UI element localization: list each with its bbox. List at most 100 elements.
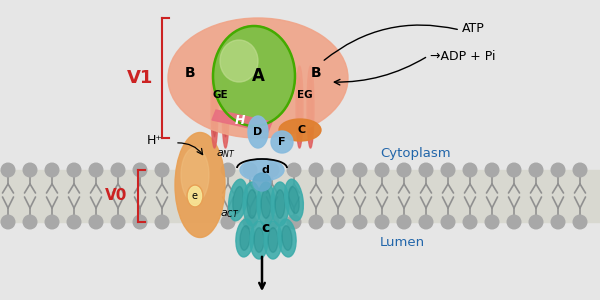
Polygon shape bbox=[212, 110, 272, 132]
Ellipse shape bbox=[247, 190, 257, 218]
Circle shape bbox=[265, 163, 279, 177]
Ellipse shape bbox=[222, 66, 229, 148]
Circle shape bbox=[155, 163, 169, 177]
Circle shape bbox=[309, 163, 323, 177]
Circle shape bbox=[265, 215, 279, 229]
Ellipse shape bbox=[261, 190, 271, 218]
Ellipse shape bbox=[289, 187, 299, 214]
Circle shape bbox=[111, 215, 125, 229]
Ellipse shape bbox=[175, 133, 225, 238]
Circle shape bbox=[133, 215, 147, 229]
Circle shape bbox=[463, 215, 477, 229]
Ellipse shape bbox=[248, 116, 268, 148]
Circle shape bbox=[507, 163, 521, 177]
Circle shape bbox=[485, 163, 499, 177]
Text: →ADP + Pi: →ADP + Pi bbox=[430, 50, 496, 62]
Circle shape bbox=[111, 163, 125, 177]
Ellipse shape bbox=[229, 179, 247, 221]
Ellipse shape bbox=[257, 182, 275, 226]
Ellipse shape bbox=[233, 187, 243, 214]
Circle shape bbox=[353, 163, 367, 177]
Circle shape bbox=[529, 215, 543, 229]
Circle shape bbox=[419, 215, 433, 229]
Circle shape bbox=[45, 215, 59, 229]
Circle shape bbox=[287, 215, 301, 229]
Text: ATP: ATP bbox=[462, 22, 485, 34]
Text: H: H bbox=[235, 115, 245, 128]
Circle shape bbox=[485, 215, 499, 229]
Ellipse shape bbox=[236, 219, 254, 257]
Circle shape bbox=[397, 163, 411, 177]
Ellipse shape bbox=[278, 219, 296, 257]
Circle shape bbox=[375, 215, 389, 229]
Ellipse shape bbox=[168, 18, 348, 138]
Ellipse shape bbox=[308, 77, 313, 137]
Circle shape bbox=[397, 215, 411, 229]
Ellipse shape bbox=[282, 226, 292, 250]
Circle shape bbox=[1, 163, 15, 177]
Text: GE: GE bbox=[212, 90, 228, 100]
Circle shape bbox=[573, 215, 587, 229]
Text: B: B bbox=[311, 66, 322, 80]
Ellipse shape bbox=[250, 221, 268, 259]
Text: H⁺: H⁺ bbox=[147, 134, 163, 146]
Text: F: F bbox=[278, 137, 286, 147]
Ellipse shape bbox=[253, 173, 271, 191]
Ellipse shape bbox=[240, 226, 250, 250]
Ellipse shape bbox=[220, 40, 258, 82]
Circle shape bbox=[507, 215, 521, 229]
Ellipse shape bbox=[188, 186, 202, 206]
Circle shape bbox=[243, 163, 257, 177]
Circle shape bbox=[23, 215, 37, 229]
Text: $a_{CT}$: $a_{CT}$ bbox=[220, 208, 239, 220]
Ellipse shape bbox=[181, 148, 209, 202]
Circle shape bbox=[419, 163, 433, 177]
Circle shape bbox=[331, 215, 345, 229]
Ellipse shape bbox=[268, 228, 278, 252]
Text: Cytoplasm: Cytoplasm bbox=[380, 148, 451, 160]
Ellipse shape bbox=[284, 179, 304, 221]
Ellipse shape bbox=[271, 131, 293, 153]
Text: EG: EG bbox=[297, 90, 313, 100]
Circle shape bbox=[133, 163, 147, 177]
Text: B: B bbox=[185, 66, 196, 80]
Text: Lumen: Lumen bbox=[380, 236, 425, 248]
Ellipse shape bbox=[307, 66, 314, 148]
Circle shape bbox=[375, 163, 389, 177]
Ellipse shape bbox=[240, 159, 284, 181]
Ellipse shape bbox=[298, 77, 301, 137]
Circle shape bbox=[551, 163, 565, 177]
Text: V0: V0 bbox=[105, 188, 127, 203]
Circle shape bbox=[89, 215, 103, 229]
Text: c: c bbox=[262, 221, 270, 235]
Ellipse shape bbox=[224, 77, 227, 137]
Circle shape bbox=[463, 163, 477, 177]
Text: e: e bbox=[192, 191, 198, 201]
Circle shape bbox=[551, 215, 565, 229]
Ellipse shape bbox=[243, 182, 261, 226]
Circle shape bbox=[67, 215, 81, 229]
Ellipse shape bbox=[211, 66, 218, 148]
Ellipse shape bbox=[254, 228, 264, 252]
Circle shape bbox=[221, 163, 235, 177]
Circle shape bbox=[155, 215, 169, 229]
Ellipse shape bbox=[264, 221, 282, 259]
Ellipse shape bbox=[275, 190, 285, 218]
Circle shape bbox=[243, 215, 257, 229]
Ellipse shape bbox=[271, 182, 289, 226]
Text: A: A bbox=[251, 67, 265, 85]
Text: D: D bbox=[253, 127, 263, 137]
Circle shape bbox=[221, 215, 235, 229]
Circle shape bbox=[23, 163, 37, 177]
Circle shape bbox=[441, 215, 455, 229]
Circle shape bbox=[45, 163, 59, 177]
Circle shape bbox=[441, 163, 455, 177]
Circle shape bbox=[331, 163, 345, 177]
Bar bbox=[0, 170, 600, 222]
Circle shape bbox=[89, 163, 103, 177]
Circle shape bbox=[529, 163, 543, 177]
Ellipse shape bbox=[296, 66, 303, 148]
Ellipse shape bbox=[212, 77, 217, 137]
Text: d: d bbox=[261, 165, 269, 175]
Circle shape bbox=[353, 215, 367, 229]
